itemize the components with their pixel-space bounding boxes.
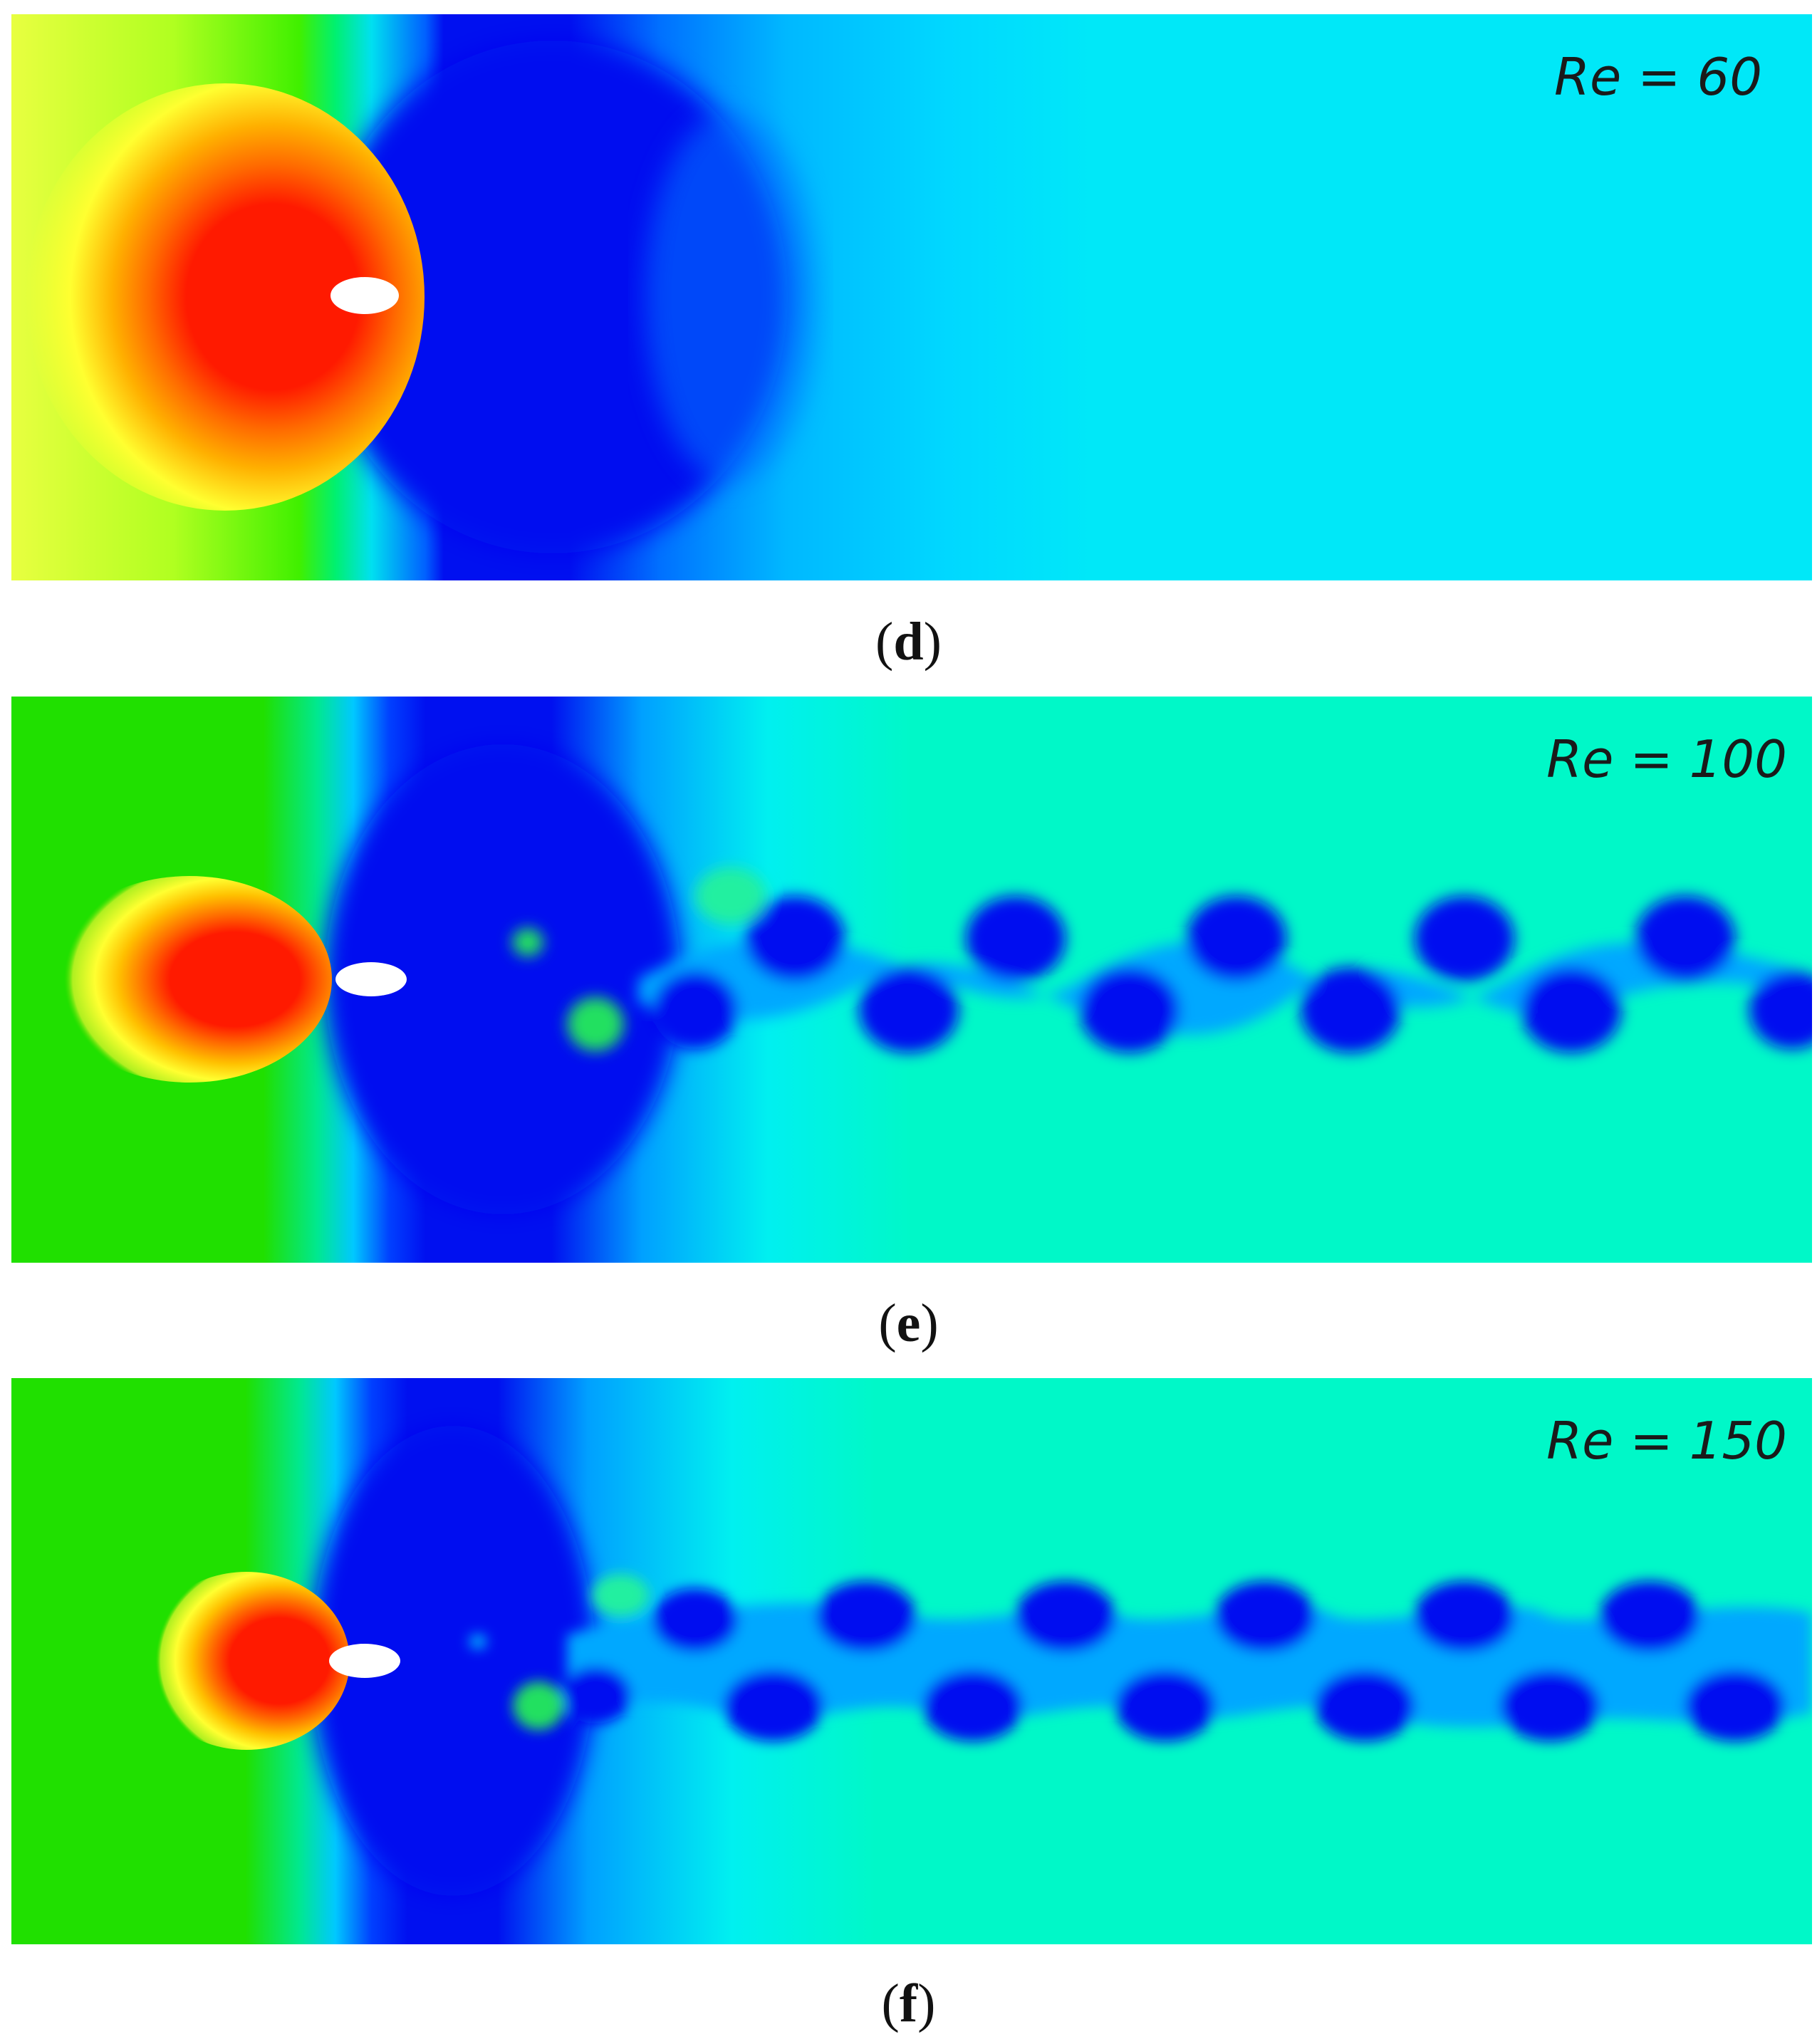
- contour-panel-d: Re = 60: [11, 14, 1812, 580]
- body-ellipse-f: [329, 1644, 400, 1678]
- caption-d: (d): [875, 612, 942, 672]
- reynolds-label-d: Re = 60: [1553, 47, 1762, 107]
- reynolds-label-e: Re = 100: [1546, 729, 1787, 789]
- pressure-contour-d: [11, 14, 1812, 580]
- reynolds-label-f: Re = 150: [1546, 1411, 1787, 1471]
- pressure-contour-f: [11, 1378, 1812, 1944]
- caption-e: (e): [878, 1293, 939, 1353]
- body-ellipse-d: [330, 277, 399, 314]
- caption-f: (f): [881, 1973, 936, 2033]
- pressure-contour-e: [11, 697, 1812, 1263]
- contour-panel-f: Re = 150: [11, 1378, 1812, 1944]
- body-ellipse-e: [335, 962, 407, 996]
- contour-panel-e: Re = 100: [11, 697, 1812, 1263]
